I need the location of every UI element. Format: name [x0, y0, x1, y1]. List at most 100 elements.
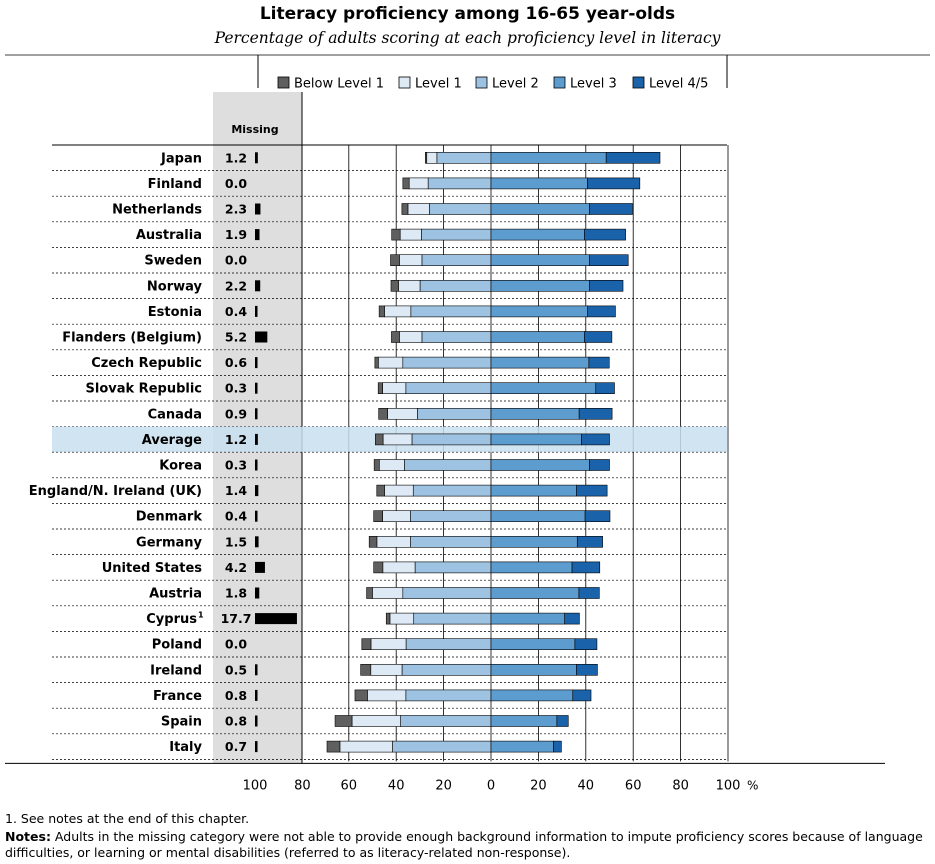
missing-value: 1.9	[225, 227, 247, 242]
x-tick-label: 20	[530, 778, 547, 793]
bar-below-level1	[378, 305, 385, 318]
bar-level1	[367, 689, 407, 702]
bar-level2	[400, 715, 492, 727]
country-label: France	[153, 689, 202, 704]
missing-value: 0.3	[225, 458, 247, 473]
x-tick-label: 60	[341, 778, 358, 793]
bar-level2	[410, 535, 492, 548]
bar-level45	[589, 254, 629, 266]
bar-level45	[595, 382, 615, 395]
bar-level1	[389, 612, 415, 625]
bar-below-level1	[373, 561, 384, 574]
bar-below-level1	[401, 203, 409, 215]
country-label: Slovak Republic	[86, 382, 202, 397]
missing-value: 1.4	[225, 483, 247, 498]
bar-below-level1	[360, 663, 372, 676]
x-tick-label: 0	[487, 778, 495, 793]
bar-level1	[370, 663, 403, 676]
missing-value: 0.7	[225, 739, 247, 754]
missing-bar	[255, 280, 261, 292]
bar-level3	[490, 459, 590, 471]
country-label: England/N. Ireland (UK)	[29, 484, 202, 499]
bar-level1	[399, 331, 423, 343]
bar-level45	[553, 740, 562, 753]
legend-label-4: Level 4/5	[649, 77, 708, 92]
bar-level2	[421, 228, 492, 241]
bar-level1	[378, 356, 404, 369]
bar-level45	[587, 305, 616, 318]
missing-bar	[255, 510, 258, 522]
country-label: Spain	[161, 715, 202, 730]
bar-level3	[490, 433, 582, 446]
bar-below-level1	[354, 689, 368, 702]
bar-level2	[402, 587, 492, 599]
bar-level3	[490, 715, 558, 727]
bar-level2	[427, 177, 492, 190]
bar-below-level1	[391, 228, 401, 241]
bar-level45	[581, 433, 610, 446]
legend-swatch-3	[553, 76, 566, 89]
bar-level1	[382, 561, 416, 574]
bar-level3	[490, 407, 580, 420]
missing-value: 5.2	[225, 330, 247, 345]
bar-level3	[490, 689, 574, 702]
missing-value: 4.2	[225, 560, 247, 575]
bar-level2	[402, 356, 492, 369]
bar-below-level1	[374, 356, 379, 369]
bar-level1	[387, 407, 418, 420]
missing-bar	[255, 408, 258, 420]
bar-level3	[490, 612, 566, 625]
bar-level1	[399, 254, 423, 266]
bar-level45	[589, 459, 610, 471]
bar-level1	[351, 715, 402, 727]
bar-below-level1	[366, 587, 373, 599]
country-label: Poland	[152, 638, 202, 653]
legend-swatch-2	[475, 76, 488, 89]
bar-level45	[574, 638, 598, 651]
missing-value: 1.2	[225, 432, 247, 447]
country-label: Cyprus	[146, 612, 197, 627]
bar-level1	[339, 740, 393, 753]
bar-level2	[436, 152, 492, 164]
x-tick-label: 60	[625, 778, 642, 793]
bar-level3	[490, 484, 577, 497]
country-label: Ireland	[150, 663, 202, 678]
bar-level2	[414, 561, 492, 574]
literacy-chart: Missing Below Level 1 Level 1 Level 2 Level …	[5, 54, 930, 793]
bar-level45	[605, 152, 661, 164]
bar-below-level1	[377, 382, 383, 395]
bar-level45	[578, 587, 600, 599]
country-label: Average	[142, 433, 202, 448]
bar-level45	[584, 331, 613, 343]
bar-level3	[490, 561, 573, 574]
chart-title: Literacy proficiency among 16-65 year-ol…	[259, 4, 676, 24]
x-tick-label: 80	[672, 778, 689, 793]
bar-level3	[490, 740, 554, 753]
country-label: Estonia	[148, 305, 202, 320]
missing-bar	[255, 357, 258, 369]
bar-level3	[490, 663, 577, 676]
country-label: Flanders (Belgium)	[62, 331, 202, 346]
country-label: Denmark	[136, 510, 203, 525]
bar-below-level1	[390, 254, 400, 266]
bar-level3	[490, 279, 590, 292]
bar-level2	[405, 638, 492, 651]
bar-level45	[576, 663, 598, 676]
bar-level3	[490, 356, 590, 369]
bar-level2	[401, 663, 492, 676]
country-label: Finland	[148, 177, 202, 192]
bar-level45	[572, 689, 592, 702]
country-superscript: 1	[198, 611, 204, 620]
missing-bar	[255, 331, 268, 343]
bar-level1	[408, 177, 429, 190]
country-label: Germany	[136, 535, 202, 550]
bar-level2	[421, 254, 492, 266]
bar-below-level1	[385, 612, 391, 625]
bar-level45	[584, 510, 611, 523]
missing-value: 0.5	[225, 662, 247, 677]
bar-level2	[412, 484, 492, 497]
bar-level1	[376, 535, 411, 548]
legend-label-0: Below Level 1	[294, 77, 384, 92]
legend-label-2: Level 2	[492, 77, 539, 92]
bar-level2	[405, 382, 492, 395]
